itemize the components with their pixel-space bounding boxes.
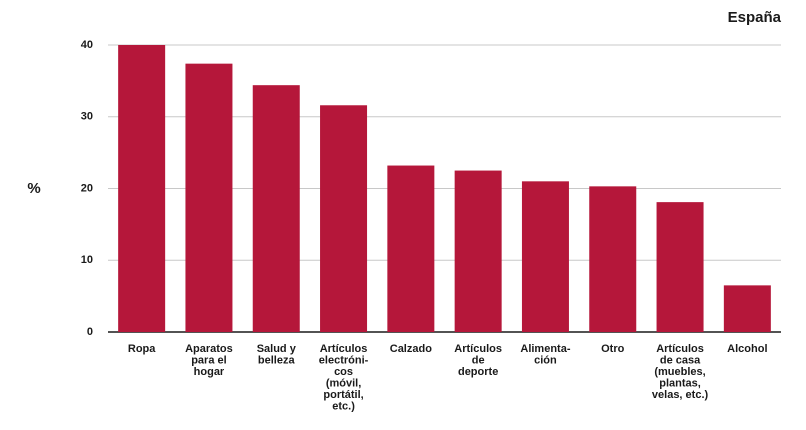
category-label-line: Alcohol: [727, 343, 767, 355]
category-label-line: Salud y: [257, 343, 297, 355]
category-label-line: electróni-: [319, 355, 369, 367]
category-label: Artículos de deporte: [454, 343, 502, 378]
category-label-line: de casa: [660, 355, 701, 367]
category-label-line: Artículos: [656, 343, 704, 355]
category-label-line: hogar: [194, 366, 225, 378]
bar: [320, 105, 368, 333]
y-tick-labels: 0 10 20 30 40: [81, 39, 93, 338]
category-label-line: Alimenta-: [520, 343, 570, 355]
y-tick-label: 40: [81, 39, 93, 51]
category-label: Otro: [601, 343, 625, 355]
category-labels: Ropa Aparatos para el hogar Salud y belleza Ar…: [128, 343, 768, 413]
category-label-line: de: [472, 355, 485, 367]
category-label: Calzado: [390, 343, 432, 355]
category-label-line: portátil,: [323, 389, 363, 401]
category-label-line: para el: [191, 355, 226, 367]
category-label-line: Artículos: [454, 343, 502, 355]
category-label: Salud y belleza: [257, 343, 297, 367]
y-tick-label: 30: [81, 111, 93, 123]
category-label: Artículos electróni-cos (móvil, portátil, et…: [319, 343, 369, 413]
category-label: Artículos de casa (muebles, plantas, velas, …: [652, 343, 709, 401]
y-tick-label: 20: [81, 182, 93, 194]
bar: [118, 45, 166, 332]
bars: [118, 45, 771, 333]
bar: [185, 63, 233, 332]
y-tick-label: 0: [87, 326, 93, 338]
y-axis-label: %: [27, 180, 40, 197]
category-label-line: (móvil,: [326, 378, 361, 390]
category-label-line: Artículos: [320, 343, 368, 355]
category-label-line: Otro: [601, 343, 625, 355]
category-label-line: (muebles,: [654, 366, 705, 378]
category-label: Alcohol: [727, 343, 767, 355]
bar: [454, 170, 502, 332]
category-label: Ropa: [128, 343, 156, 355]
category-label-line: Calzado: [390, 343, 432, 355]
category-label-line: Aparatos: [185, 343, 233, 355]
category-label-line: belleza: [258, 355, 296, 367]
chart-title: España: [728, 9, 782, 26]
y-tick-label: 10: [81, 254, 93, 266]
category-label-line: Ropa: [128, 343, 156, 355]
bar: [589, 186, 637, 332]
category-label-line: ción: [534, 355, 557, 367]
category-label-line: etc.): [332, 401, 355, 413]
category-label-line: velas, etc.): [652, 389, 709, 401]
category-label-line: plantas,: [659, 378, 701, 390]
bar: [521, 181, 569, 332]
bar: [723, 285, 771, 332]
bar: [656, 202, 704, 332]
category-label: Aparatos para el hogar: [185, 343, 233, 378]
category-label: Alimenta-ción: [520, 343, 570, 367]
category-label-line: cos: [334, 366, 353, 378]
bar: [387, 165, 435, 332]
category-label-line: deporte: [458, 366, 498, 378]
bar: [252, 85, 300, 333]
